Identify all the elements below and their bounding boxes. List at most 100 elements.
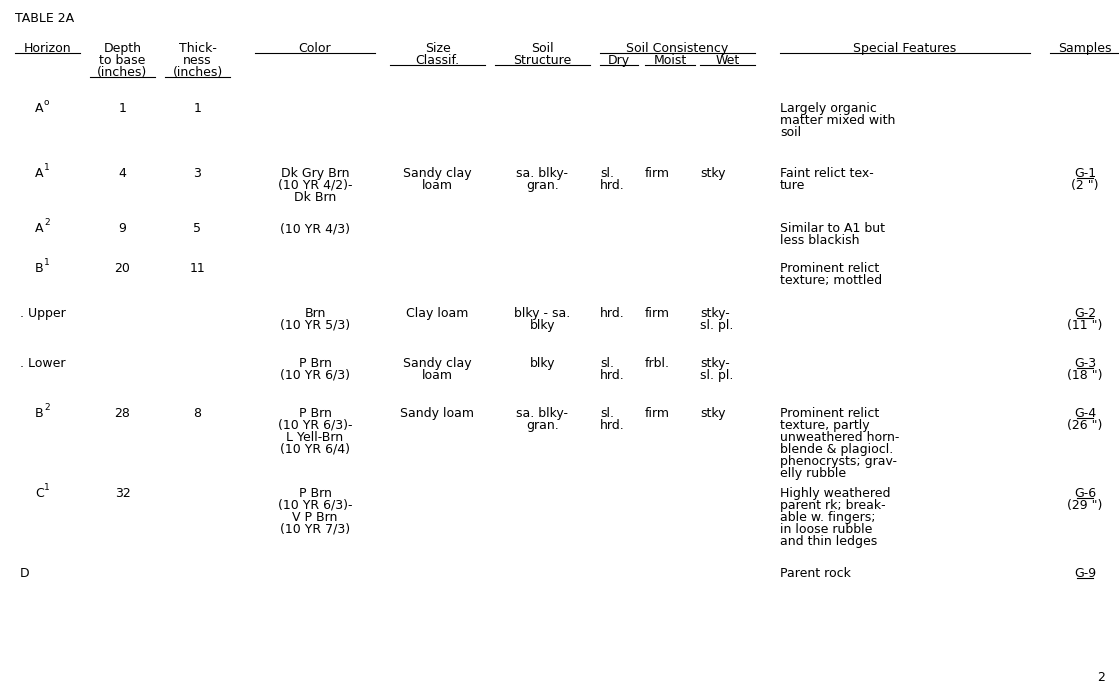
Text: (10 YR 6/3)-: (10 YR 6/3)- [278,499,352,512]
Text: matter mixed with: matter mixed with [780,114,895,127]
Text: Wet: Wet [715,54,740,67]
Text: hrd.: hrd. [600,419,624,432]
Text: blky: blky [529,319,555,332]
Text: unweathered horn-: unweathered horn- [780,431,900,444]
Text: G-4: G-4 [1074,407,1097,420]
Text: Color: Color [299,42,331,55]
Text: Largely organic: Largely organic [780,102,877,115]
Text: stky-: stky- [700,357,730,370]
Text: sl.: sl. [600,167,614,180]
Text: Classif.: Classif. [415,54,460,67]
Text: Thick-: Thick- [179,42,216,55]
Text: firm: firm [645,407,670,420]
Text: hrd.: hrd. [600,179,624,192]
Text: (18 "): (18 ") [1068,369,1102,382]
Text: soil: soil [780,126,801,139]
Text: 1: 1 [44,258,49,267]
Text: hrd.: hrd. [600,307,624,320]
Text: in loose rubble: in loose rubble [780,523,873,536]
Text: blky - sa.: blky - sa. [515,307,571,320]
Text: able w. fingers;: able w. fingers; [780,511,875,524]
Text: 1: 1 [44,163,49,172]
Text: Prominent relict: Prominent relict [780,262,880,275]
Text: to base: to base [100,54,145,67]
Text: B: B [35,262,44,275]
Text: 5: 5 [194,222,201,235]
Text: Depth: Depth [103,42,141,55]
Text: 4: 4 [119,167,126,180]
Text: 1: 1 [119,102,126,115]
Text: G-3: G-3 [1074,357,1097,370]
Text: Horizon: Horizon [23,42,72,55]
Text: L Yell-Brn: L Yell-Brn [286,431,344,444]
Text: stky-: stky- [700,307,730,320]
Text: 28: 28 [114,407,131,420]
Text: 2: 2 [1097,671,1104,684]
Text: Special Features: Special Features [854,42,957,55]
Text: Clay loam: Clay loam [406,307,469,320]
Text: parent rk; break-: parent rk; break- [780,499,885,512]
Text: Sandy clay: Sandy clay [403,357,472,370]
Text: . Upper: . Upper [20,307,66,320]
Text: G-6: G-6 [1074,487,1097,500]
Text: sa. blky-: sa. blky- [517,407,568,420]
Text: TABLE 2A: TABLE 2A [15,12,74,25]
Text: Soil: Soil [532,42,554,55]
Text: 2: 2 [44,403,49,412]
Text: Highly weathered: Highly weathered [780,487,891,500]
Text: ness: ness [184,54,211,67]
Text: (10 YR 5/3): (10 YR 5/3) [280,319,350,332]
Text: and thin ledges: and thin ledges [780,535,877,548]
Text: o: o [44,98,49,107]
Text: (inches): (inches) [172,66,223,79]
Text: (10 YR 4/2)-: (10 YR 4/2)- [278,179,352,192]
Text: Structure: Structure [514,54,572,67]
Text: (26 "): (26 ") [1068,419,1102,432]
Text: D: D [20,567,29,580]
Text: Soil Consistency: Soil Consistency [627,42,728,55]
Text: P Brn: P Brn [299,357,331,370]
Text: 1: 1 [194,102,201,115]
Text: loam: loam [422,369,453,382]
Text: (10 YR 6/3)-: (10 YR 6/3)- [278,419,352,432]
Text: A: A [35,167,44,180]
Text: Faint relict tex-: Faint relict tex- [780,167,874,180]
Text: loam: loam [422,179,453,192]
Text: Dk Brn: Dk Brn [294,191,336,204]
Text: texture; mottled: texture; mottled [780,274,882,287]
Text: Dry: Dry [608,54,630,67]
Text: firm: firm [645,307,670,320]
Text: G-2: G-2 [1074,307,1097,320]
Text: (10 YR 4/3): (10 YR 4/3) [280,222,350,235]
Text: hrd.: hrd. [600,369,624,382]
Text: stky: stky [700,407,725,420]
Text: Size: Size [424,42,450,55]
Text: blende & plagiocl.: blende & plagiocl. [780,443,893,456]
Text: texture, partly: texture, partly [780,419,869,432]
Text: Sandy clay: Sandy clay [403,167,472,180]
Text: Parent rock: Parent rock [780,567,850,580]
Text: C: C [35,487,44,500]
Text: (inches): (inches) [97,66,148,79]
Text: (10 YR 6/3): (10 YR 6/3) [280,369,350,382]
Text: firm: firm [645,167,670,180]
Text: . Lower: . Lower [20,357,66,370]
Text: (11 "): (11 ") [1068,319,1102,332]
Text: Samples: Samples [1059,42,1112,55]
Text: 3: 3 [194,167,201,180]
Text: blky: blky [529,357,555,370]
Text: Brn: Brn [304,307,326,320]
Text: 9: 9 [119,222,126,235]
Text: (10 YR 6/4): (10 YR 6/4) [280,443,350,456]
Text: Sandy loam: Sandy loam [401,407,474,420]
Text: sl.: sl. [600,357,614,370]
Text: Moist: Moist [653,54,687,67]
Text: ture: ture [780,179,806,192]
Text: frbl.: frbl. [645,357,670,370]
Text: gran.: gran. [526,419,558,432]
Text: (29 "): (29 ") [1068,499,1102,512]
Text: V P Brn: V P Brn [292,511,338,524]
Text: G-1: G-1 [1074,167,1097,180]
Text: 2: 2 [44,218,49,227]
Text: Prominent relict: Prominent relict [780,407,880,420]
